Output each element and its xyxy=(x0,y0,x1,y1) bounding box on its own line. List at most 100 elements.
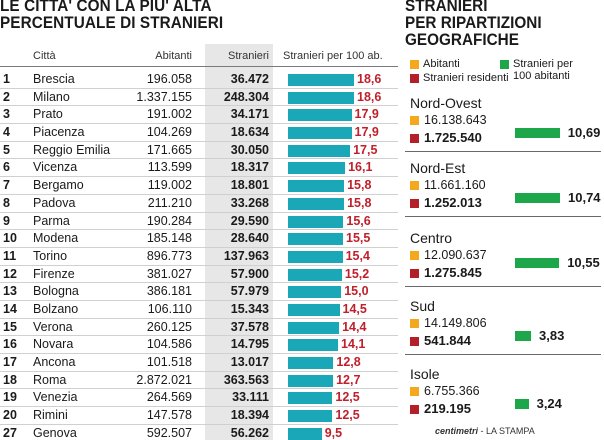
row-divider xyxy=(0,246,398,248)
stranieri-marker xyxy=(410,337,419,347)
row-rank: 3 xyxy=(3,107,10,122)
per100-bar xyxy=(288,321,340,334)
row-divider xyxy=(0,193,398,195)
row-divider xyxy=(0,353,398,354)
row-city: Piacenza xyxy=(33,125,85,140)
per100-bar xyxy=(288,339,338,352)
row-rank: 14 xyxy=(3,301,17,316)
per100-label: 15,6 xyxy=(346,213,371,228)
row-abitanti: 104.269 xyxy=(146,125,192,140)
abitanti-marker xyxy=(410,251,419,261)
row-abitanti: 185.148 xyxy=(146,231,192,246)
region-divider xyxy=(405,286,601,287)
row-abitanti: 381.027 xyxy=(146,266,192,281)
region-per100-bar xyxy=(515,331,531,341)
region-block: Nord-Est 11.661.160 1.252.013 10,74 xyxy=(405,160,604,220)
row-stranieri: 18.634 xyxy=(230,125,269,140)
table-row: 1 Brescia 196.058 36.472 18,6 xyxy=(0,71,400,89)
region-per100-bar xyxy=(515,193,560,203)
region-stranieri-value: 219.195 xyxy=(424,401,471,416)
row-divider xyxy=(0,105,398,107)
row-stranieri: 28.640 xyxy=(230,231,269,246)
header-stranieri-per-100: Stranieri per 100 ab. xyxy=(283,50,383,62)
per100-bar xyxy=(288,268,342,281)
abitanti-marker xyxy=(410,181,419,191)
row-city: Rimini xyxy=(33,408,68,423)
per100-label: 15,2 xyxy=(344,266,370,281)
legend-per100-swatch xyxy=(500,60,509,69)
row-divider xyxy=(0,335,398,337)
region-per100-value: 10,74 xyxy=(568,190,601,205)
row-divider xyxy=(0,264,398,266)
row-rank: 13 xyxy=(3,284,17,299)
row-city: Parma xyxy=(33,213,70,228)
per100-label: 14,1 xyxy=(341,337,366,352)
city-table: LE CITTA' CON LA PIU' ALTA PERCENTUALE D… xyxy=(0,0,400,440)
region-block: Nord-Ovest 16.138.643 1.725.540 10,69 xyxy=(405,95,604,155)
header-abitanti: Abitanti xyxy=(155,50,192,62)
row-stranieri: 363.563 xyxy=(223,372,269,387)
per100-bar xyxy=(288,74,354,86)
abitanti-marker xyxy=(410,319,419,329)
regions-title-line2: PER RIPARTIZIONI xyxy=(405,13,542,32)
row-abitanti: 592.507 xyxy=(146,425,192,440)
region-name: Sud xyxy=(410,298,435,314)
row-divider xyxy=(0,317,398,319)
table-row: 11 Torino 896.773 137.963 15,4 xyxy=(0,248,400,266)
region-stranieri: 1.275.845 xyxy=(410,265,482,280)
row-stranieri: 248.304 xyxy=(223,89,269,104)
per100-label: 15,4 xyxy=(345,248,370,263)
region-abitanti: 6.755.366 xyxy=(410,384,480,398)
row-stranieri: 18.317 xyxy=(230,160,269,175)
row-rank: 1 xyxy=(3,72,10,86)
row-rank: 16 xyxy=(3,337,17,352)
legend-per100-label-line1: Stranieri per xyxy=(513,58,573,70)
region-block: Centro 12.090.637 1.275.845 10,55 xyxy=(405,230,604,290)
region-abitanti-value: 12.090.637 xyxy=(424,248,487,262)
row-rank: 11 xyxy=(3,248,17,263)
region-abitanti-value: 6.755.366 xyxy=(424,384,480,398)
per100-label: 17,5 xyxy=(353,142,378,157)
region-name: Centro xyxy=(410,230,453,246)
header-citta: Città xyxy=(33,50,56,62)
per100-label: 12,5 xyxy=(335,390,360,405)
legend-stranieri: Stranieri residenti xyxy=(410,72,509,84)
region-divider xyxy=(405,216,601,217)
row-city: Verona xyxy=(33,319,73,334)
row-city: Roma xyxy=(33,372,67,387)
table-row: 10 Modena 185.148 28.640 15,5 xyxy=(0,230,400,248)
row-divider xyxy=(0,299,398,301)
credit-brand: centimetri xyxy=(435,426,479,436)
per100-label: 16,1 xyxy=(348,160,373,175)
row-city: Genova xyxy=(33,425,77,440)
table-row: 27 Genova 592.507 56.262 9,5 xyxy=(0,425,400,440)
region-name: Nord-Est xyxy=(410,160,466,176)
per100-label: 9,5 xyxy=(324,425,343,440)
row-abitanti: 264.569 xyxy=(146,390,192,405)
per100-bar xyxy=(288,286,342,299)
region-stranieri-value: 1.725.540 xyxy=(424,130,482,145)
regions-panel: STRANIERI PER RIPARTIZIONI GEOGRAFICHE A… xyxy=(405,0,604,440)
region-stranieri: 1.725.540 xyxy=(410,130,482,145)
abitanti-marker xyxy=(410,116,419,126)
row-city: Ancona xyxy=(33,355,76,369)
legend-per100-label-line2: 100 abitanti xyxy=(513,70,570,82)
table-row: 15 Verona 260.125 37.578 14,4 xyxy=(0,319,400,337)
stranieri-marker xyxy=(410,199,419,209)
row-abitanti: 113.599 xyxy=(147,160,192,175)
regions-title-line1: STRANIERI xyxy=(405,0,488,15)
table-title-line1: LE CITTA' CON LA PIU' ALTA xyxy=(0,0,212,15)
per100-label: 15,0 xyxy=(344,284,369,299)
row-divider xyxy=(0,229,398,231)
stranieri-marker xyxy=(410,405,419,415)
row-stranieri: 37.578 xyxy=(230,319,269,334)
row-abitanti: 1.337.155 xyxy=(136,89,192,104)
row-divider xyxy=(0,388,398,390)
per100-label: 12,7 xyxy=(336,372,361,387)
row-stranieri: 137.963 xyxy=(223,248,269,263)
row-abitanti: 104.586 xyxy=(146,337,192,352)
region-per100-value: 10,69 xyxy=(567,125,601,140)
row-city: Venezia xyxy=(33,390,78,405)
row-rank: 17 xyxy=(3,355,17,369)
row-city: Modena xyxy=(33,231,79,246)
